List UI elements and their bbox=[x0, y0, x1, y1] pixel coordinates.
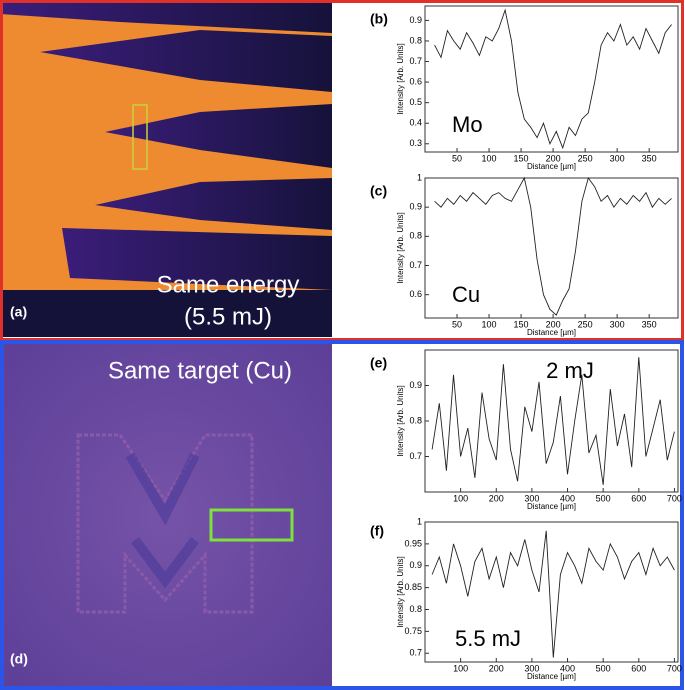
x-tick-label: 100 bbox=[482, 319, 497, 329]
frame-top bbox=[0, 0, 684, 341]
x-tick-label: 700 bbox=[667, 493, 682, 503]
data-line bbox=[434, 8, 672, 150]
y-tick-label: 0.8 bbox=[409, 231, 422, 241]
y-tick-label: 0.9 bbox=[409, 380, 422, 390]
y-axis-label: Intensity [Arb. Units] bbox=[396, 385, 405, 457]
x-tick-label: 700 bbox=[667, 663, 682, 673]
y-tick-label: 0.4 bbox=[409, 118, 422, 128]
x-tick-label: 500 bbox=[596, 493, 611, 503]
y-tick-label: 0.5 bbox=[409, 97, 422, 107]
y-tick-label: 0.9 bbox=[409, 15, 422, 25]
image-caption: Same energy bbox=[157, 271, 300, 298]
panel-label: (c) bbox=[370, 183, 387, 199]
panel-label: (e) bbox=[370, 355, 387, 371]
image-d: Same target (Cu) (d) bbox=[0, 342, 332, 690]
x-tick-label: 150 bbox=[514, 319, 529, 329]
panel-label: (b) bbox=[370, 11, 388, 27]
x-tick-label: 200 bbox=[489, 663, 504, 673]
image-caption: Same target (Cu) bbox=[108, 357, 292, 384]
y-axis-label: Intensity [Arb. Units] bbox=[396, 212, 405, 284]
x-tick-label: 250 bbox=[578, 153, 593, 163]
panel-label: (f) bbox=[370, 523, 384, 539]
image-caption: (5.5 mJ) bbox=[184, 303, 272, 330]
y-tick-label: 1 bbox=[417, 516, 422, 526]
y-tick-label: 0.85 bbox=[404, 582, 422, 592]
x-axis-label: Distance [µm] bbox=[527, 162, 576, 171]
x-tick-label: 300 bbox=[610, 153, 625, 163]
x-tick-label: 150 bbox=[514, 153, 529, 163]
plot-frame bbox=[424, 177, 679, 319]
x-tick-label: 100 bbox=[453, 663, 468, 673]
x-tick-label: 400 bbox=[560, 493, 575, 503]
x-axis-label: Distance [µm] bbox=[527, 672, 576, 681]
image-a: Same energy (5.5 mJ) (a) bbox=[0, 0, 332, 337]
x-tick-label: 200 bbox=[546, 319, 561, 329]
annotation: 2 mJ bbox=[546, 358, 594, 383]
x-tick-label: 50 bbox=[452, 319, 462, 329]
x-axis-label: Distance [µm] bbox=[527, 328, 576, 337]
y-tick-label: 0.9 bbox=[409, 560, 422, 570]
y-tick-label: 0.75 bbox=[404, 626, 422, 636]
x-tick-label: 300 bbox=[524, 493, 539, 503]
panel-label: (d) bbox=[10, 651, 28, 667]
x-tick-label: 600 bbox=[631, 663, 646, 673]
y-tick-label: 0.7 bbox=[409, 260, 422, 270]
data-line bbox=[434, 176, 672, 316]
y-tick-label: 0.7 bbox=[409, 56, 422, 66]
x-tick-label: 250 bbox=[578, 319, 593, 329]
x-tick-label: 100 bbox=[482, 153, 497, 163]
x-tick-label: 300 bbox=[610, 319, 625, 329]
x-tick-label: 300 bbox=[524, 663, 539, 673]
annotation: 5.5 mJ bbox=[455, 626, 521, 651]
y-tick-label: 0.7 bbox=[409, 451, 422, 461]
frame-bottom bbox=[0, 340, 684, 690]
x-tick-label: 500 bbox=[596, 663, 611, 673]
x-tick-label: 200 bbox=[546, 153, 561, 163]
data-line bbox=[431, 357, 675, 485]
x-tick-label: 350 bbox=[642, 153, 657, 163]
panel-label: (a) bbox=[10, 304, 27, 320]
y-tick-label: 0.95 bbox=[404, 538, 422, 548]
x-tick-label: 100 bbox=[453, 493, 468, 503]
y-tick-label: 0.8 bbox=[409, 35, 422, 45]
annotation: Mo bbox=[452, 112, 483, 137]
x-tick-label: 350 bbox=[642, 319, 657, 329]
annotation: Cu bbox=[452, 282, 480, 307]
plot-frame bbox=[424, 349, 679, 493]
y-tick-label: 0.8 bbox=[409, 415, 422, 425]
y-axis-label: Intensity [Arb. Units] bbox=[396, 43, 405, 115]
y-tick-label: 0.3 bbox=[409, 138, 422, 148]
y-tick-label: 0.8 bbox=[409, 604, 422, 614]
x-tick-label: 400 bbox=[560, 663, 575, 673]
x-tick-label: 600 bbox=[631, 493, 646, 503]
y-tick-label: 0.6 bbox=[409, 76, 422, 86]
x-tick-label: 50 bbox=[452, 153, 462, 163]
plot-frame bbox=[424, 5, 679, 153]
y-tick-label: 0.9 bbox=[409, 202, 422, 212]
x-axis-label: Distance [µm] bbox=[527, 502, 576, 511]
y-axis-label: Intensity [Arb. Units] bbox=[396, 556, 405, 628]
y-tick-label: 0.6 bbox=[409, 289, 422, 299]
data-line bbox=[431, 530, 675, 658]
x-tick-label: 200 bbox=[489, 493, 504, 503]
y-tick-label: 1 bbox=[417, 172, 422, 182]
y-tick-label: 0.7 bbox=[409, 648, 422, 658]
